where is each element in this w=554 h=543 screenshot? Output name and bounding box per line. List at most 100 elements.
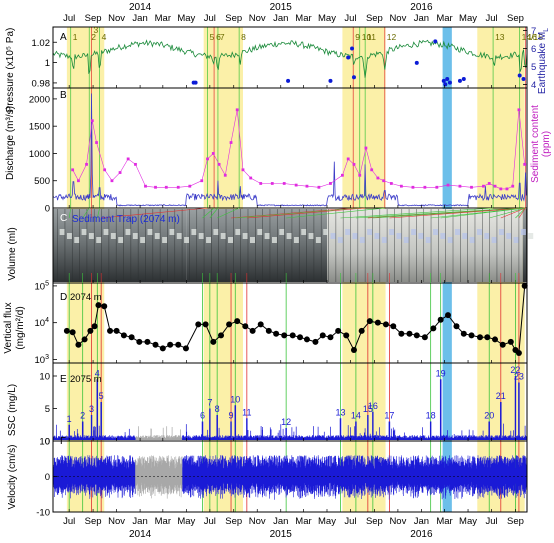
sediment-point-42 <box>411 185 415 189</box>
trap-bottle-label <box>176 233 182 239</box>
flux-point-18 <box>175 341 182 348</box>
trap-photo-segment-3 <box>326 209 523 282</box>
ssc-event-label-5: 5 <box>99 391 104 401</box>
depth-label-e: 2075 m <box>70 374 102 385</box>
flux-ytick-base: 10 <box>35 355 46 366</box>
sediment-point-21 <box>229 141 233 144</box>
sediment-point-53 <box>511 184 515 188</box>
flux-point-39 <box>343 332 350 339</box>
sediment-point-14 <box>176 185 180 189</box>
earthquake-y-tick-label-1: 4 <box>531 80 536 91</box>
trap-bottle-label <box>462 233 468 239</box>
sediment-point-19 <box>217 162 221 166</box>
typhoon-label-5: 5 <box>210 32 215 42</box>
connector-upper-2 <box>82 207 90 219</box>
month-label-top-8: Sep <box>225 13 242 24</box>
discharge-y-tick-label-3: 1000 <box>29 149 50 160</box>
ssc-event-label-6: 6 <box>200 411 205 421</box>
month-label-bottom-18: May <box>459 516 477 527</box>
flux-point-26 <box>242 323 249 330</box>
flux-point-9 <box>107 327 114 334</box>
earthquake-label-main: Earthquake M <box>537 32 548 94</box>
flux-point-21 <box>202 321 209 328</box>
ylabel-pressure: Pressure (x10⁵ Pa) <box>5 28 16 113</box>
trap-bottle-label <box>352 233 358 239</box>
flux-ytick-exp: 4 <box>45 317 49 324</box>
sediment-point-32 <box>341 173 344 177</box>
month-label-top-19: Jul <box>485 13 497 24</box>
month-label-top-7: Jul <box>204 13 216 24</box>
ylabel-ssc: SSC (mg/L) <box>7 384 18 436</box>
flux-point-23 <box>218 332 225 339</box>
ssc-event-label-1: 1 <box>67 414 72 424</box>
flux-point-24 <box>226 321 233 328</box>
flux-point-20 <box>195 321 202 328</box>
sediment-point-12 <box>154 185 157 189</box>
ssc-gap-series <box>135 426 183 440</box>
month-label-bottom-1: Jul <box>63 516 75 527</box>
pressure-line <box>52 39 528 78</box>
ssc-event-label-21: 21 <box>496 391 506 401</box>
month-label-bottom-7: Jul <box>204 516 216 527</box>
sediment-point-49 <box>487 182 491 185</box>
month-label-bottom-11: Mar <box>295 516 311 527</box>
flux-point-30 <box>273 330 280 337</box>
trap-bottle-label <box>323 229 329 235</box>
discharge-y-tick-label-1: 0 <box>45 204 50 215</box>
connector-upper-4 <box>97 207 100 219</box>
earthquake-point-9 <box>433 39 438 44</box>
flux-point-33 <box>297 334 304 341</box>
trap-bottle-label <box>206 237 212 243</box>
connector-upper-7 <box>209 207 219 219</box>
trap-legend: Sediment Trap (2074 m) <box>72 214 180 225</box>
earthquake-point-15 <box>461 77 466 82</box>
pressure-y-tick-label-1: 0.98 <box>32 78 51 89</box>
typhoon-label-6: 6 <box>216 32 221 42</box>
month-label-bottom-19: Jul <box>485 516 497 527</box>
trap-bottle-label <box>228 237 234 243</box>
connector-upper-22 <box>515 207 526 219</box>
flux-point-25 <box>234 318 241 325</box>
sediment-point-44 <box>435 185 439 189</box>
earthquake-point-3 <box>286 78 291 83</box>
flux-point-45 <box>390 323 397 330</box>
sediment-point-8 <box>118 171 122 174</box>
trap-bottle-label <box>359 237 365 243</box>
connector-upper-20 <box>489 207 526 219</box>
trap-bottle-label <box>81 229 87 235</box>
month-label-bottom-10: Jan <box>273 516 288 527</box>
year-label-top-2: 2015 <box>270 2 293 13</box>
flux-point-46 <box>398 330 405 337</box>
sediment-point-37 <box>370 168 374 172</box>
connector-upper-14 <box>355 207 520 219</box>
sediment-point-15 <box>188 184 192 188</box>
flux-point-28 <box>257 321 264 328</box>
trap-bottle-label <box>469 237 475 243</box>
panel-frame-e <box>52 362 528 442</box>
sediment-point-25 <box>259 182 263 185</box>
discharge-y-tick-label-4: 1500 <box>29 122 50 133</box>
sediment-point-48 <box>482 184 485 188</box>
panel-frame-d <box>52 282 528 364</box>
flux-point-29 <box>265 327 272 334</box>
flux-point-42 <box>366 318 373 325</box>
trap-bottle-label <box>118 237 124 243</box>
sediment-point-20 <box>223 173 227 177</box>
flux-point-8 <box>101 303 108 310</box>
velocity-gap-series <box>135 455 183 499</box>
sediment-point-7 <box>110 179 114 183</box>
ssc-event-label-17: 17 <box>384 411 394 421</box>
trap-bottle-label <box>271 237 277 243</box>
typhoon-label-14: 14/15 <box>522 32 544 42</box>
typhoon-label-8: 8 <box>241 32 246 42</box>
trap-bottle-label <box>88 233 94 239</box>
sediment-point-43 <box>423 185 427 189</box>
ssc-event-label-4: 4 <box>95 368 100 378</box>
trap-bottle-label <box>191 229 197 235</box>
earthquake-y-tick-label-2: 5 <box>531 62 536 73</box>
earthquake-point-17 <box>521 77 526 82</box>
flux-point-11 <box>120 332 127 339</box>
connector-upper-8 <box>217 207 240 219</box>
trap-bottle-label <box>140 237 146 243</box>
panel-frame-b <box>52 87 528 209</box>
